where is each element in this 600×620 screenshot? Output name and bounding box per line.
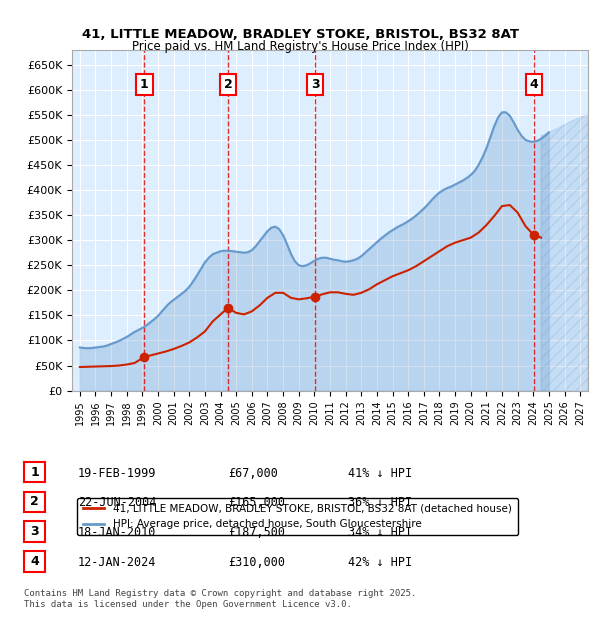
Text: 3: 3 <box>311 78 319 91</box>
Text: 4: 4 <box>30 555 39 568</box>
Text: 12-JAN-2024: 12-JAN-2024 <box>78 556 157 569</box>
Text: 22-JUN-2004: 22-JUN-2004 <box>78 497 157 509</box>
Text: Contains HM Land Registry data © Crown copyright and database right 2025.
This d: Contains HM Land Registry data © Crown c… <box>24 590 416 609</box>
Text: 34% ↓ HPI: 34% ↓ HPI <box>348 526 412 539</box>
Text: 3: 3 <box>30 525 39 538</box>
Text: £165,000: £165,000 <box>228 497 285 509</box>
Text: 19-FEB-1999: 19-FEB-1999 <box>78 467 157 479</box>
Text: £187,500: £187,500 <box>228 526 285 539</box>
Text: 18-JAN-2010: 18-JAN-2010 <box>78 526 157 539</box>
Text: 41% ↓ HPI: 41% ↓ HPI <box>348 467 412 479</box>
Legend: 41, LITTLE MEADOW, BRADLEY STOKE, BRISTOL, BS32 8AT (detached house), HPI: Avera: 41, LITTLE MEADOW, BRADLEY STOKE, BRISTO… <box>77 498 518 536</box>
Text: £310,000: £310,000 <box>228 556 285 569</box>
Text: 4: 4 <box>530 78 538 91</box>
Text: 2: 2 <box>224 78 232 91</box>
Text: 41, LITTLE MEADOW, BRADLEY STOKE, BRISTOL, BS32 8AT: 41, LITTLE MEADOW, BRADLEY STOKE, BRISTO… <box>82 28 518 41</box>
Text: 42% ↓ HPI: 42% ↓ HPI <box>348 556 412 569</box>
Text: £67,000: £67,000 <box>228 467 278 479</box>
Text: 2: 2 <box>30 495 39 508</box>
Text: Price paid vs. HM Land Registry's House Price Index (HPI): Price paid vs. HM Land Registry's House … <box>131 40 469 53</box>
Text: 36% ↓ HPI: 36% ↓ HPI <box>348 497 412 509</box>
Text: 1: 1 <box>140 78 149 91</box>
Text: 1: 1 <box>30 466 39 479</box>
